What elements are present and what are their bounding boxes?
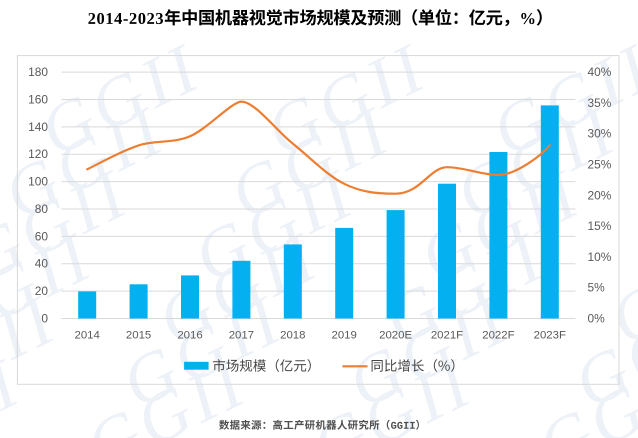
svg-text:25%: 25% [588,158,612,172]
svg-text:2015: 2015 [126,330,151,342]
svg-text:15%: 15% [588,219,612,233]
svg-text:60: 60 [35,229,49,243]
svg-text:2014: 2014 [75,330,100,342]
svg-text:20%: 20% [588,188,612,202]
svg-text:30%: 30% [588,127,612,141]
svg-text:2016: 2016 [177,330,202,342]
svg-text:160: 160 [28,93,48,107]
svg-text:0%: 0% [588,312,606,326]
svg-text:2022F: 2022F [482,330,514,342]
svg-text:10%: 10% [588,250,612,264]
svg-text:40%: 40% [588,65,612,79]
svg-text:140: 140 [28,120,48,134]
svg-text:2017: 2017 [229,330,254,342]
svg-text:120: 120 [28,147,48,161]
svg-text:100: 100 [28,175,48,189]
svg-text:80: 80 [35,202,49,216]
svg-text:2018: 2018 [280,330,305,342]
svg-text:0: 0 [41,312,48,326]
svg-text:20: 20 [35,284,49,298]
svg-text:180: 180 [28,65,48,79]
svg-text:35%: 35% [588,96,612,110]
svg-text:5%: 5% [588,281,606,295]
svg-text:2023F: 2023F [534,330,566,342]
svg-text:2019: 2019 [332,330,357,342]
svg-text:2021F: 2021F [431,330,463,342]
svg-text:40: 40 [35,257,49,271]
svg-text:2020E: 2020E [379,330,412,342]
